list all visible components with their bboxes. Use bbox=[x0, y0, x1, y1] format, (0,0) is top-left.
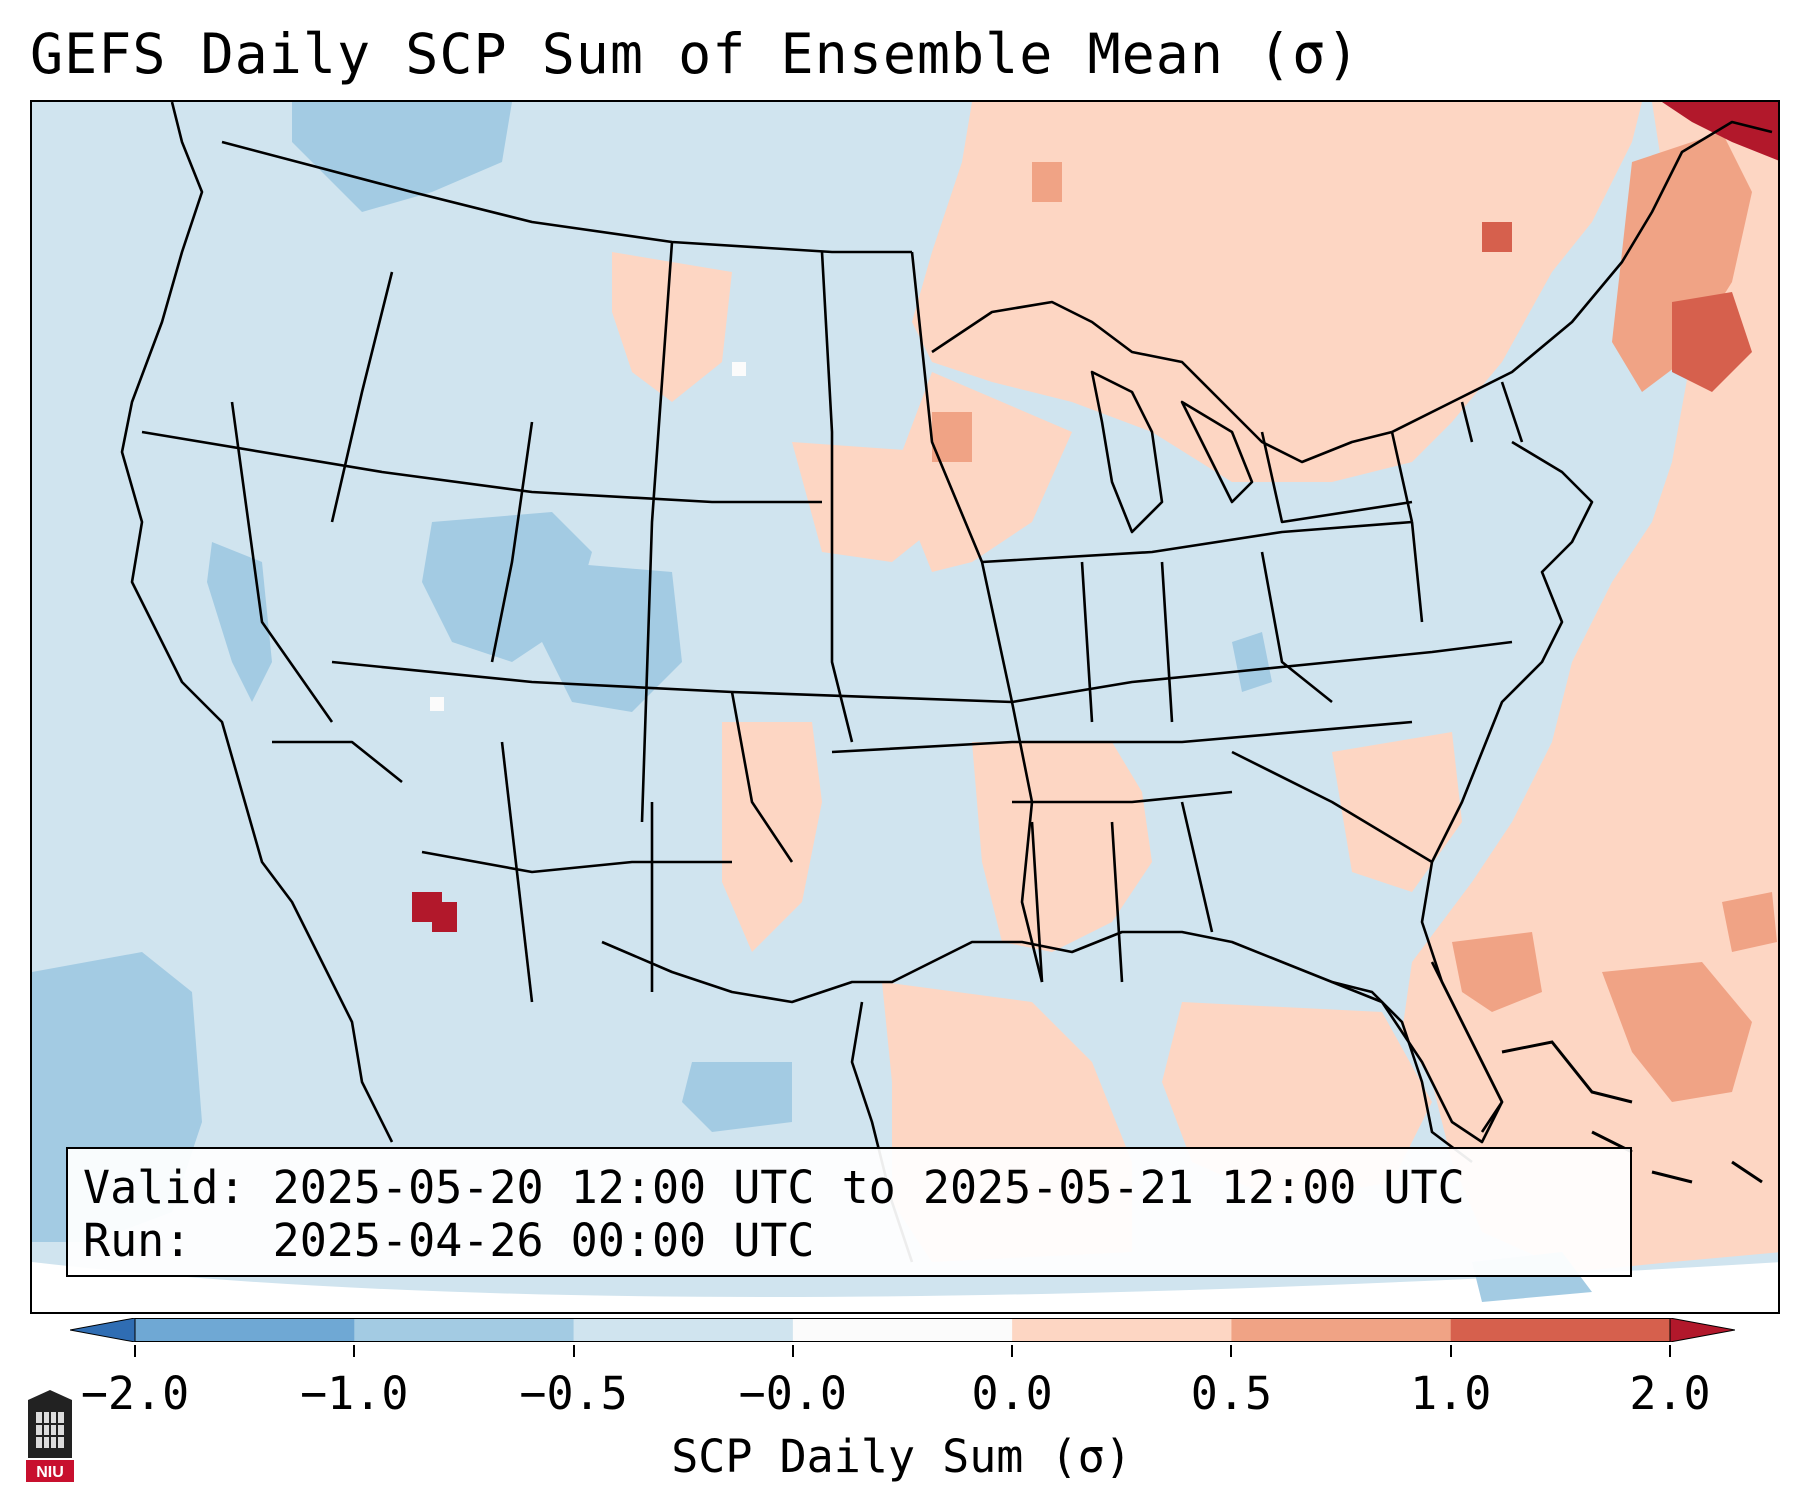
colorbar-extend-low bbox=[70, 1318, 136, 1342]
colorbar-tick bbox=[1230, 1345, 1233, 1357]
niu-logo: NIU bbox=[26, 1390, 74, 1482]
colorbar-tick bbox=[1449, 1345, 1452, 1357]
colorbar-tick-label: 0.0 bbox=[971, 1367, 1053, 1420]
colorbar-extend-high bbox=[1669, 1318, 1735, 1342]
colorbar-tick-label: 0.5 bbox=[1190, 1367, 1273, 1420]
colorbar-tick-label: −0.5 bbox=[519, 1367, 628, 1420]
colorbar-segment bbox=[135, 1318, 355, 1342]
colorbar-tick-label: 2.0 bbox=[1629, 1367, 1711, 1420]
colorbar-label: SCP Daily Sum (σ) bbox=[671, 1430, 1132, 1483]
colorbar-tick bbox=[353, 1345, 356, 1357]
colorbar-tick bbox=[1669, 1345, 1671, 1357]
colorbar-tick bbox=[572, 1345, 575, 1357]
colorbar-segment bbox=[1231, 1318, 1452, 1342]
logo-text: NIU bbox=[36, 1464, 64, 1481]
colorbar-segment bbox=[792, 1318, 1013, 1342]
colorbar-segment bbox=[1450, 1318, 1671, 1342]
near-zero-cell bbox=[430, 697, 444, 711]
projection-edge bbox=[32, 1262, 1778, 1312]
colorbar-segment bbox=[573, 1318, 794, 1342]
colorbar-outline bbox=[134, 1318, 1671, 1342]
colorbar bbox=[70, 1318, 1735, 1342]
colorbar-tick bbox=[1011, 1345, 1014, 1357]
valid-run-box: Valid: 2025-05-20 12:00 UTC to 2025-05-2… bbox=[66, 1147, 1632, 1277]
colorbar-tick-label: −2.0 bbox=[80, 1367, 190, 1420]
colorbar-segment bbox=[1012, 1318, 1232, 1342]
colorbar-tick-label: 1.0 bbox=[1410, 1367, 1492, 1420]
valid-time-text: Valid: 2025-05-20 12:00 UTC to 2025-05-2… bbox=[83, 1161, 1465, 1214]
boundary-lines bbox=[120, 102, 1773, 1263]
colorbar-segment bbox=[354, 1318, 575, 1342]
near-zero-cell bbox=[732, 362, 746, 376]
map-canvas bbox=[32, 102, 1778, 1312]
map-title: GEFS Daily SCP Sum of Ensemble Mean (σ) bbox=[30, 22, 1361, 86]
run-time-text: Run: 2025-04-26 00:00 UTC bbox=[83, 1214, 815, 1267]
colorbar-tick bbox=[791, 1345, 794, 1357]
colorbar-tick bbox=[134, 1345, 136, 1357]
colorbar-tick-label: −1.0 bbox=[300, 1367, 409, 1420]
colorbar-tick-label: −0.0 bbox=[738, 1367, 848, 1420]
strong-positive-layer bbox=[412, 102, 1778, 1102]
colorbar-ticks: −2.0 −1.0 −0.5 −0.0 0.0 0.5 1.0 2.0 bbox=[0, 1345, 1803, 1425]
map-panel[interactable] bbox=[30, 100, 1780, 1314]
